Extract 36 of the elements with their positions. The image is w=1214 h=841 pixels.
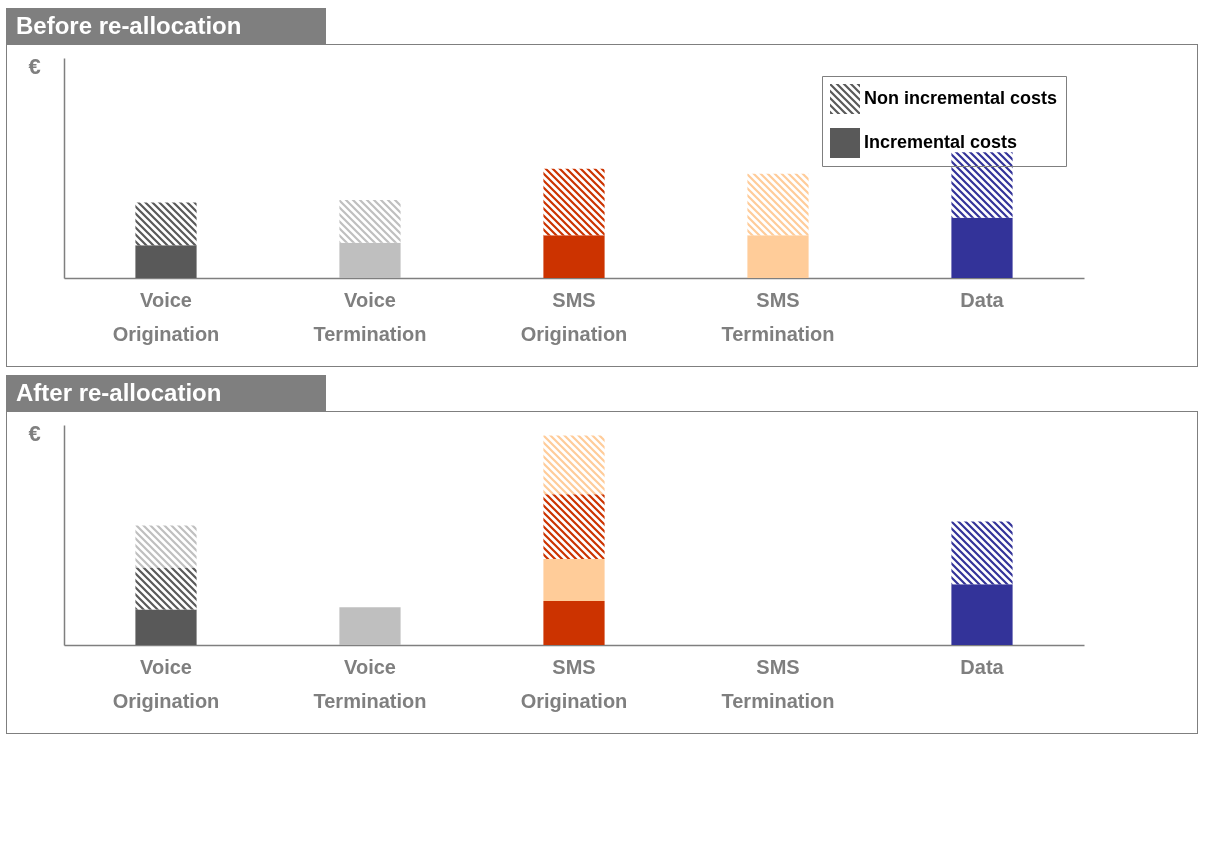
legend-label: Non incremental costs	[864, 88, 1058, 108]
legend-label: Incremental costs	[864, 132, 1018, 152]
x-tick-label: Voice Termination	[313, 288, 427, 345]
x-tick-label: SMS Termination	[721, 288, 835, 345]
bar	[951, 217, 1013, 278]
x-tick-label: Voice Origination	[112, 288, 220, 345]
y-axis-title: €	[28, 53, 41, 79]
bar	[543, 435, 605, 495]
bar	[135, 525, 197, 568]
bar	[135, 609, 197, 645]
bar	[543, 494, 605, 560]
x-tick-label: Voice Termination	[313, 655, 427, 712]
bar	[543, 559, 605, 601]
bar	[543, 235, 605, 278]
y-axis-title: €	[28, 420, 41, 446]
bar	[951, 521, 1013, 585]
bar	[339, 242, 401, 278]
bar	[135, 202, 197, 246]
bar	[747, 235, 809, 278]
x-tick-label: Data	[960, 655, 1005, 678]
bar	[135, 245, 197, 278]
chart-title: Before re-allocation	[6, 8, 326, 44]
x-tick-label: Voice Origination	[112, 655, 220, 712]
bar	[747, 173, 809, 236]
bar	[339, 200, 401, 243]
bar	[339, 607, 401, 645]
x-tick-label: SMS Origination	[520, 288, 628, 345]
bar	[543, 601, 605, 645]
chart-title: After re-allocation	[6, 375, 326, 411]
x-tick-label: SMS Origination	[520, 655, 628, 712]
bar	[543, 168, 605, 236]
bar	[951, 152, 1013, 218]
x-tick-label: SMS Termination	[721, 655, 835, 712]
bar	[951, 584, 1013, 645]
x-tick-label: Data	[960, 288, 1005, 311]
bar	[135, 567, 197, 610]
